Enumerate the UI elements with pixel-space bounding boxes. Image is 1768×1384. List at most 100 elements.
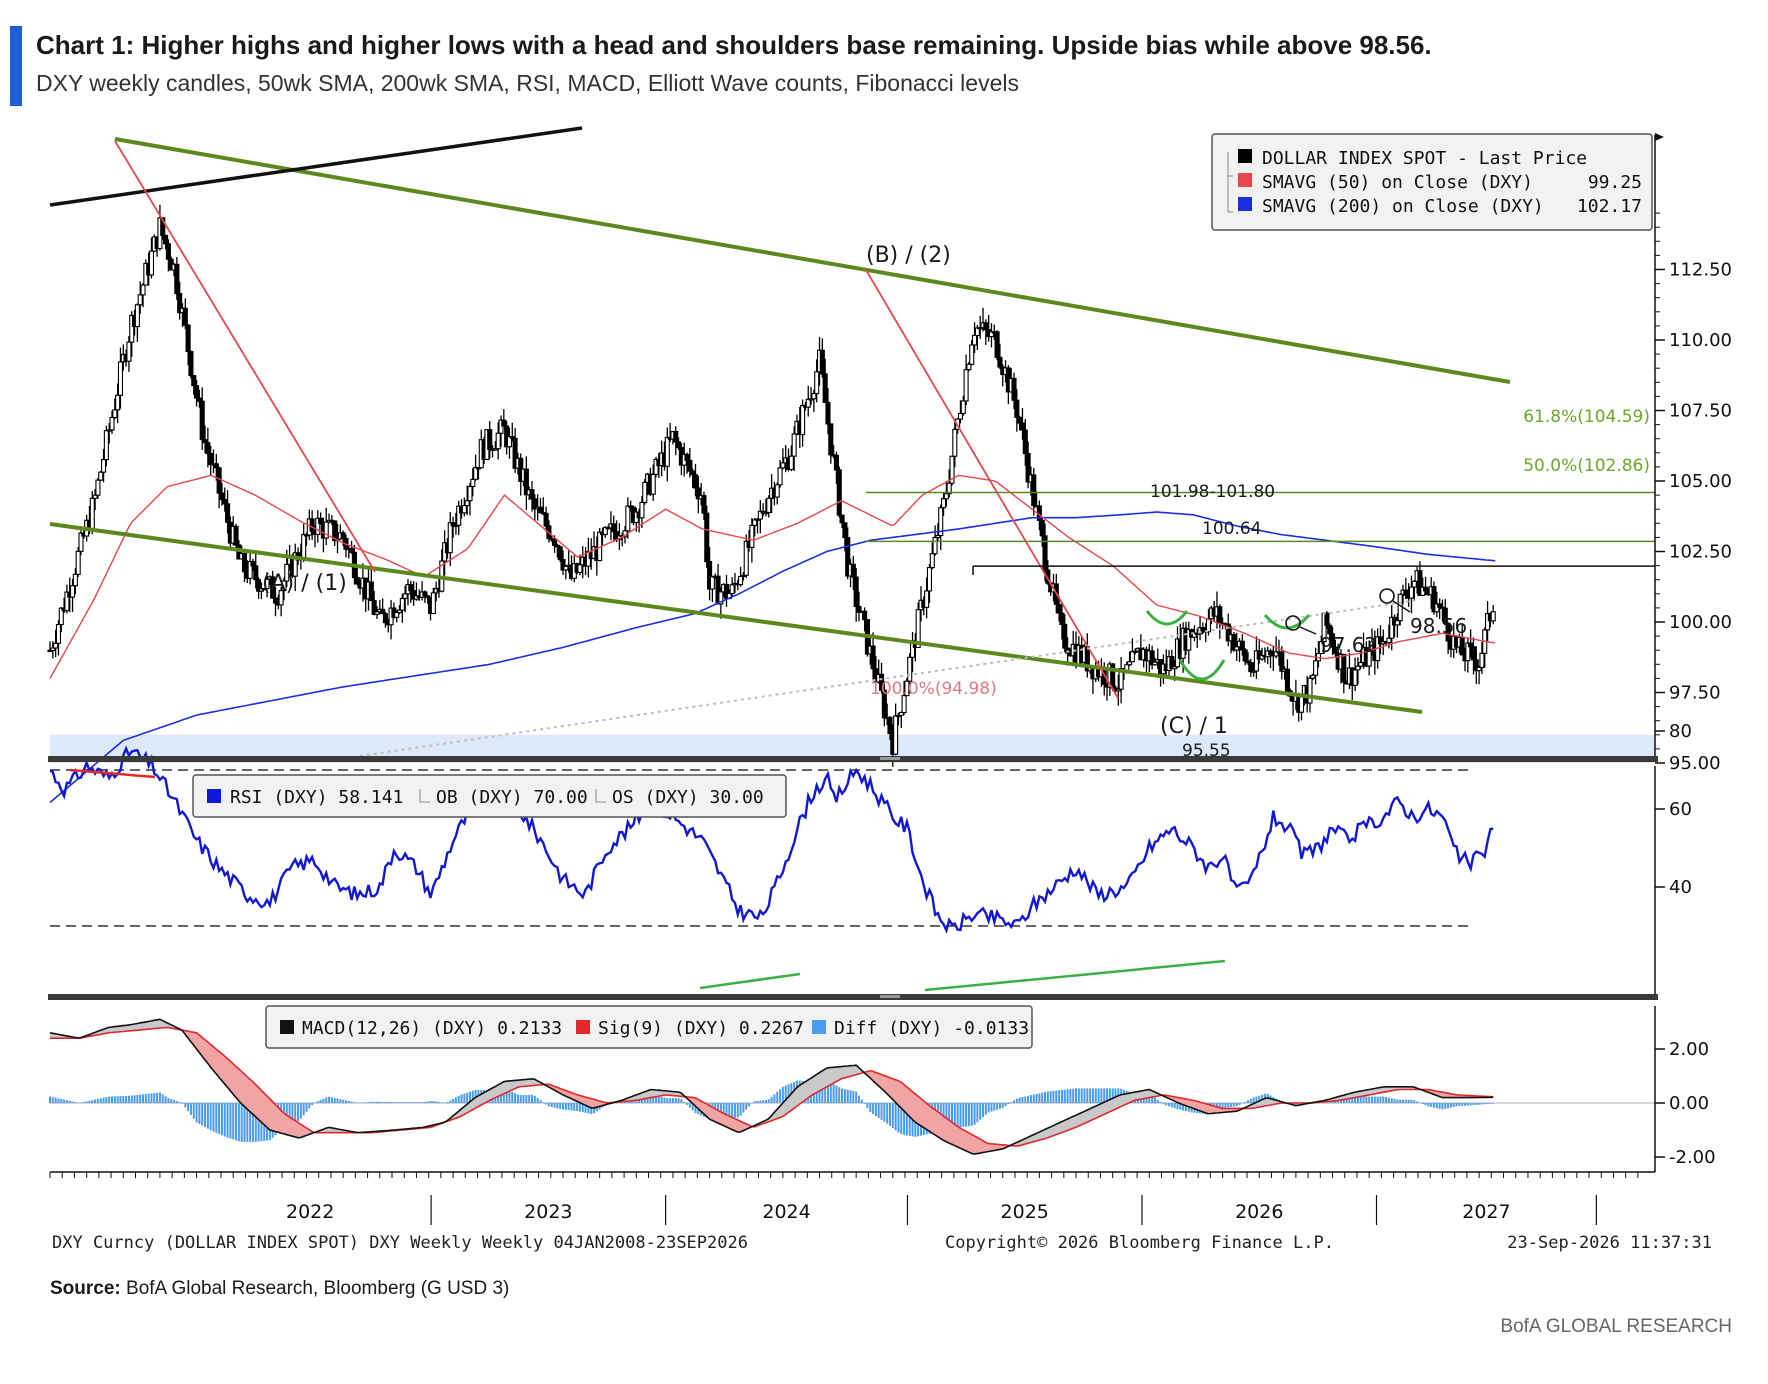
candle-body [58,607,64,626]
candle-body [1273,651,1279,657]
price-candle [754,518,761,534]
price-candle [1115,674,1121,706]
price-candle [1245,651,1251,665]
candle-body [137,294,143,306]
price-candle [1485,601,1491,642]
price-candle [684,452,690,474]
price-candle [140,283,146,308]
price-candle [101,449,107,483]
candle-body [791,433,797,457]
candle-body [1490,611,1496,622]
price-candle [752,518,758,537]
price-candle [1366,640,1372,676]
price-candle [430,587,436,615]
candle-body [1485,613,1491,631]
rsi-panel: 80 60 40 RSI (DXY) 58.141 OB (DXY) 70.00 O… [49,721,1692,998]
price-candle [740,571,746,581]
price-candle [653,456,659,478]
price-candle [388,599,394,640]
candle-body [112,409,118,419]
price-candle [106,423,112,444]
price-candle [332,520,338,547]
price-candle [988,323,995,348]
price-candle [1313,647,1319,685]
price-candle [55,620,62,656]
candle-body [1476,666,1482,672]
price-candle [250,558,256,572]
price-candle [788,445,794,472]
chart-title: Chart 1: Higher highs and higher lows wi… [36,30,1432,60]
candle-body [1389,616,1395,639]
candle-body [78,532,84,552]
price-candle [537,497,544,514]
price-candle [664,427,670,482]
candle-body [256,579,262,592]
price-candle [134,303,140,342]
price-candle [163,234,169,250]
price-tick-label: 102.50 [1669,542,1732,563]
price-candle [839,514,845,529]
candle-body [374,611,380,615]
price-candle [1394,613,1400,638]
price-candle [814,359,820,403]
candle-body [994,331,1000,358]
candle-body [1115,688,1121,692]
candle-body [1394,620,1400,626]
candle-body [563,565,569,571]
price-candle [1476,665,1482,685]
fib-100-label: 100.0%(94.98) [870,679,997,699]
price-candle [943,480,949,507]
candle-body [315,517,321,535]
candle-body [1056,603,1062,614]
candle-body [1248,662,1254,673]
candle-body [354,576,360,585]
candle-body [529,489,535,500]
price-candle [893,703,899,756]
price-tick-label: 100.00 [1669,612,1732,633]
price-candle [1332,639,1338,657]
price-candle [473,454,479,481]
candle-body [692,474,699,489]
price-candle [1200,622,1206,634]
candle-body [177,292,183,314]
candle-body [1341,653,1347,683]
price-candle [1225,613,1231,647]
candle-body [1423,586,1429,592]
candle-body [233,525,239,546]
price-candle [707,546,713,601]
price-candle [1242,648,1248,666]
candle-body [1327,624,1333,635]
price-candle [188,350,194,379]
price-candle [394,610,400,623]
candle-body [780,462,786,469]
candle-body [1062,623,1068,649]
price-candle [380,598,386,615]
price-candle [408,580,414,603]
price-candle [1473,646,1479,684]
price-candle [78,526,84,555]
price-candle [425,594,431,604]
candle-body [557,546,563,561]
price-candle [213,453,219,481]
price-tick-label: 105.00 [1669,471,1732,492]
price-candle [1324,611,1330,629]
legend-diff: Diff (DXY) -0.0133 [834,1018,1029,1039]
candle-body [653,458,659,475]
price-candle [1132,648,1138,655]
price-candle [467,482,473,516]
os-tree-icon [595,789,606,803]
candle-body [101,459,107,473]
price-candle [247,552,253,585]
candle-body [1059,612,1065,625]
candle-body [253,565,259,581]
fib-618-label: 61.8%(104.59) [1523,407,1650,427]
price-candle [256,577,262,599]
price-candle [926,563,933,603]
macd-swatch [280,1020,294,1034]
candle-body [163,234,169,245]
candle-body [261,588,267,591]
price-candle [253,551,259,589]
candle-body [932,536,938,555]
candle-body [763,511,769,515]
